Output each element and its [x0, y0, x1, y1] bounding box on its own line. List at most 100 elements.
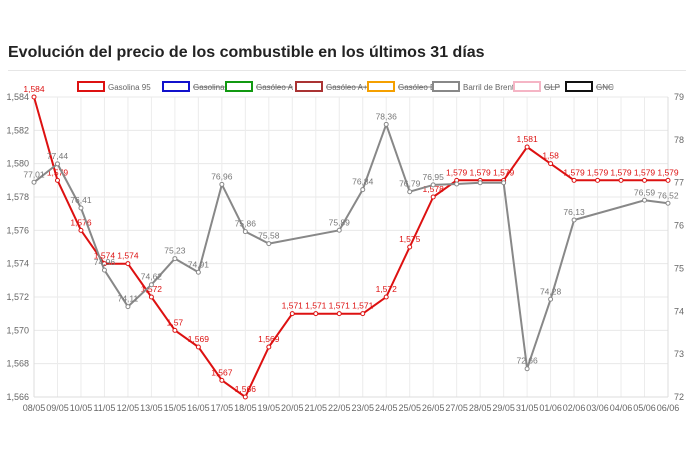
legend[interactable]: Gasolina 95 Gasolina 98 Gasóleo A Gasóleo A… [77, 81, 614, 92]
data-point[interactable] [524, 144, 530, 150]
legend-swatch [513, 81, 541, 92]
data-point[interactable] [219, 181, 225, 187]
legend-swatch [565, 81, 593, 92]
data-point[interactable] [595, 177, 601, 183]
legend-label: Gasóleo A+ [326, 83, 368, 92]
data-point[interactable] [524, 366, 530, 372]
data-label: 76,41 [70, 195, 92, 205]
data-point[interactable] [548, 296, 554, 302]
data-point[interactable] [407, 244, 413, 250]
x-tick-label: 08/05 [23, 403, 46, 413]
data-point[interactable] [148, 282, 154, 288]
data-label: 1,579 [563, 167, 585, 177]
data-point[interactable] [148, 294, 154, 300]
right-tick-label: 78 [674, 135, 684, 145]
right-tick-label: 72 [674, 392, 684, 402]
data-point[interactable] [172, 327, 178, 333]
data-label: 1,571 [305, 301, 327, 311]
data-point[interactable] [665, 177, 671, 183]
legend-item[interactable]: GNC [565, 81, 614, 92]
data-point[interactable] [360, 187, 366, 193]
legend-item[interactable]: Gasóleo A+ [295, 81, 368, 92]
data-point[interactable] [31, 94, 37, 100]
data-point[interactable] [125, 304, 131, 310]
legend-item[interactable]: Barril de Brent [432, 81, 515, 92]
data-label: 75,86 [235, 219, 257, 229]
data-point[interactable] [618, 177, 624, 183]
x-tick-label: 21/05 [305, 403, 328, 413]
legend-item[interactable]: Gasóleo B [367, 81, 436, 92]
data-point[interactable] [454, 181, 460, 187]
legend-item[interactable]: GLP [513, 81, 561, 92]
data-point[interactable] [172, 256, 178, 262]
x-tick-label: 11/05 [94, 403, 116, 413]
data-label: 1,578 [423, 184, 445, 194]
left-tick-label: 1,582 [6, 125, 29, 135]
data-label: 1,566 [235, 384, 257, 394]
right-axis-ticks: 72 73 74 75 76 77 78 79 [674, 92, 684, 402]
data-point[interactable] [242, 394, 248, 400]
x-tick-label: 09/05 [46, 403, 69, 413]
data-label: 77,01 [23, 169, 45, 179]
data-point[interactable] [571, 217, 577, 223]
data-point[interactable] [101, 267, 107, 273]
x-tick-label: 25/05 [398, 403, 421, 413]
data-point[interactable] [430, 194, 436, 200]
data-point[interactable] [407, 189, 413, 195]
data-point[interactable] [313, 311, 319, 317]
legend-label: Gasóleo A [256, 83, 294, 92]
data-point[interactable] [548, 161, 554, 167]
data-label: 1,57 [167, 317, 184, 327]
x-tick-label: 03/06 [586, 403, 609, 413]
data-label: 1,569 [188, 334, 210, 344]
data-label: 76,79 [399, 179, 421, 189]
data-point[interactable] [383, 121, 389, 127]
data-point[interactable] [78, 227, 84, 233]
data-point[interactable] [430, 182, 436, 188]
data-label: 1,579 [634, 167, 656, 177]
data-point[interactable] [195, 269, 201, 275]
data-point[interactable] [289, 311, 295, 317]
x-tick-label: 28/05 [469, 403, 492, 413]
data-point[interactable] [360, 311, 366, 317]
data-label: 74,11 [118, 294, 139, 304]
data-point[interactable] [336, 227, 342, 233]
data-point[interactable] [54, 161, 60, 167]
data-point[interactable] [219, 377, 225, 383]
legend-item[interactable]: Gasóleo A [225, 81, 294, 92]
data-point[interactable] [571, 177, 577, 183]
data-point[interactable] [642, 177, 648, 183]
legend-item[interactable]: Gasolina 95 [77, 81, 151, 92]
data-label: 75,89 [329, 217, 351, 227]
data-label: 72,66 [516, 356, 538, 366]
data-point[interactable] [477, 180, 483, 186]
data-point[interactable] [54, 177, 60, 183]
data-label: 1,581 [516, 134, 538, 144]
x-tick-label: 13/05 [140, 403, 163, 413]
x-tick-label: 18/05 [234, 403, 257, 413]
data-point[interactable] [665, 200, 671, 206]
left-tick-label: 1,574 [6, 259, 29, 269]
data-point[interactable] [266, 241, 272, 247]
data-point[interactable] [383, 294, 389, 300]
data-label: 1,572 [141, 284, 163, 294]
legend-swatch [295, 81, 323, 92]
data-label: 75,58 [258, 231, 280, 241]
data-point[interactable] [78, 205, 84, 211]
legend-label: Barril de Brent [463, 83, 515, 92]
data-point[interactable] [242, 229, 248, 235]
x-tick-label: 12/05 [117, 403, 140, 413]
data-point[interactable] [642, 197, 648, 203]
data-point[interactable] [266, 344, 272, 350]
x-tick-label: 29/05 [492, 403, 515, 413]
data-point[interactable] [195, 344, 201, 350]
data-label: 74,96 [94, 257, 116, 267]
legend-swatch [225, 81, 253, 92]
data-point[interactable] [336, 311, 342, 317]
data-label: 1,571 [282, 301, 304, 311]
data-point[interactable] [31, 179, 37, 185]
data-label: 1,567 [211, 367, 233, 377]
data-point[interactable] [125, 261, 131, 267]
x-tick-label: 20/05 [281, 403, 304, 413]
data-point[interactable] [501, 180, 507, 186]
